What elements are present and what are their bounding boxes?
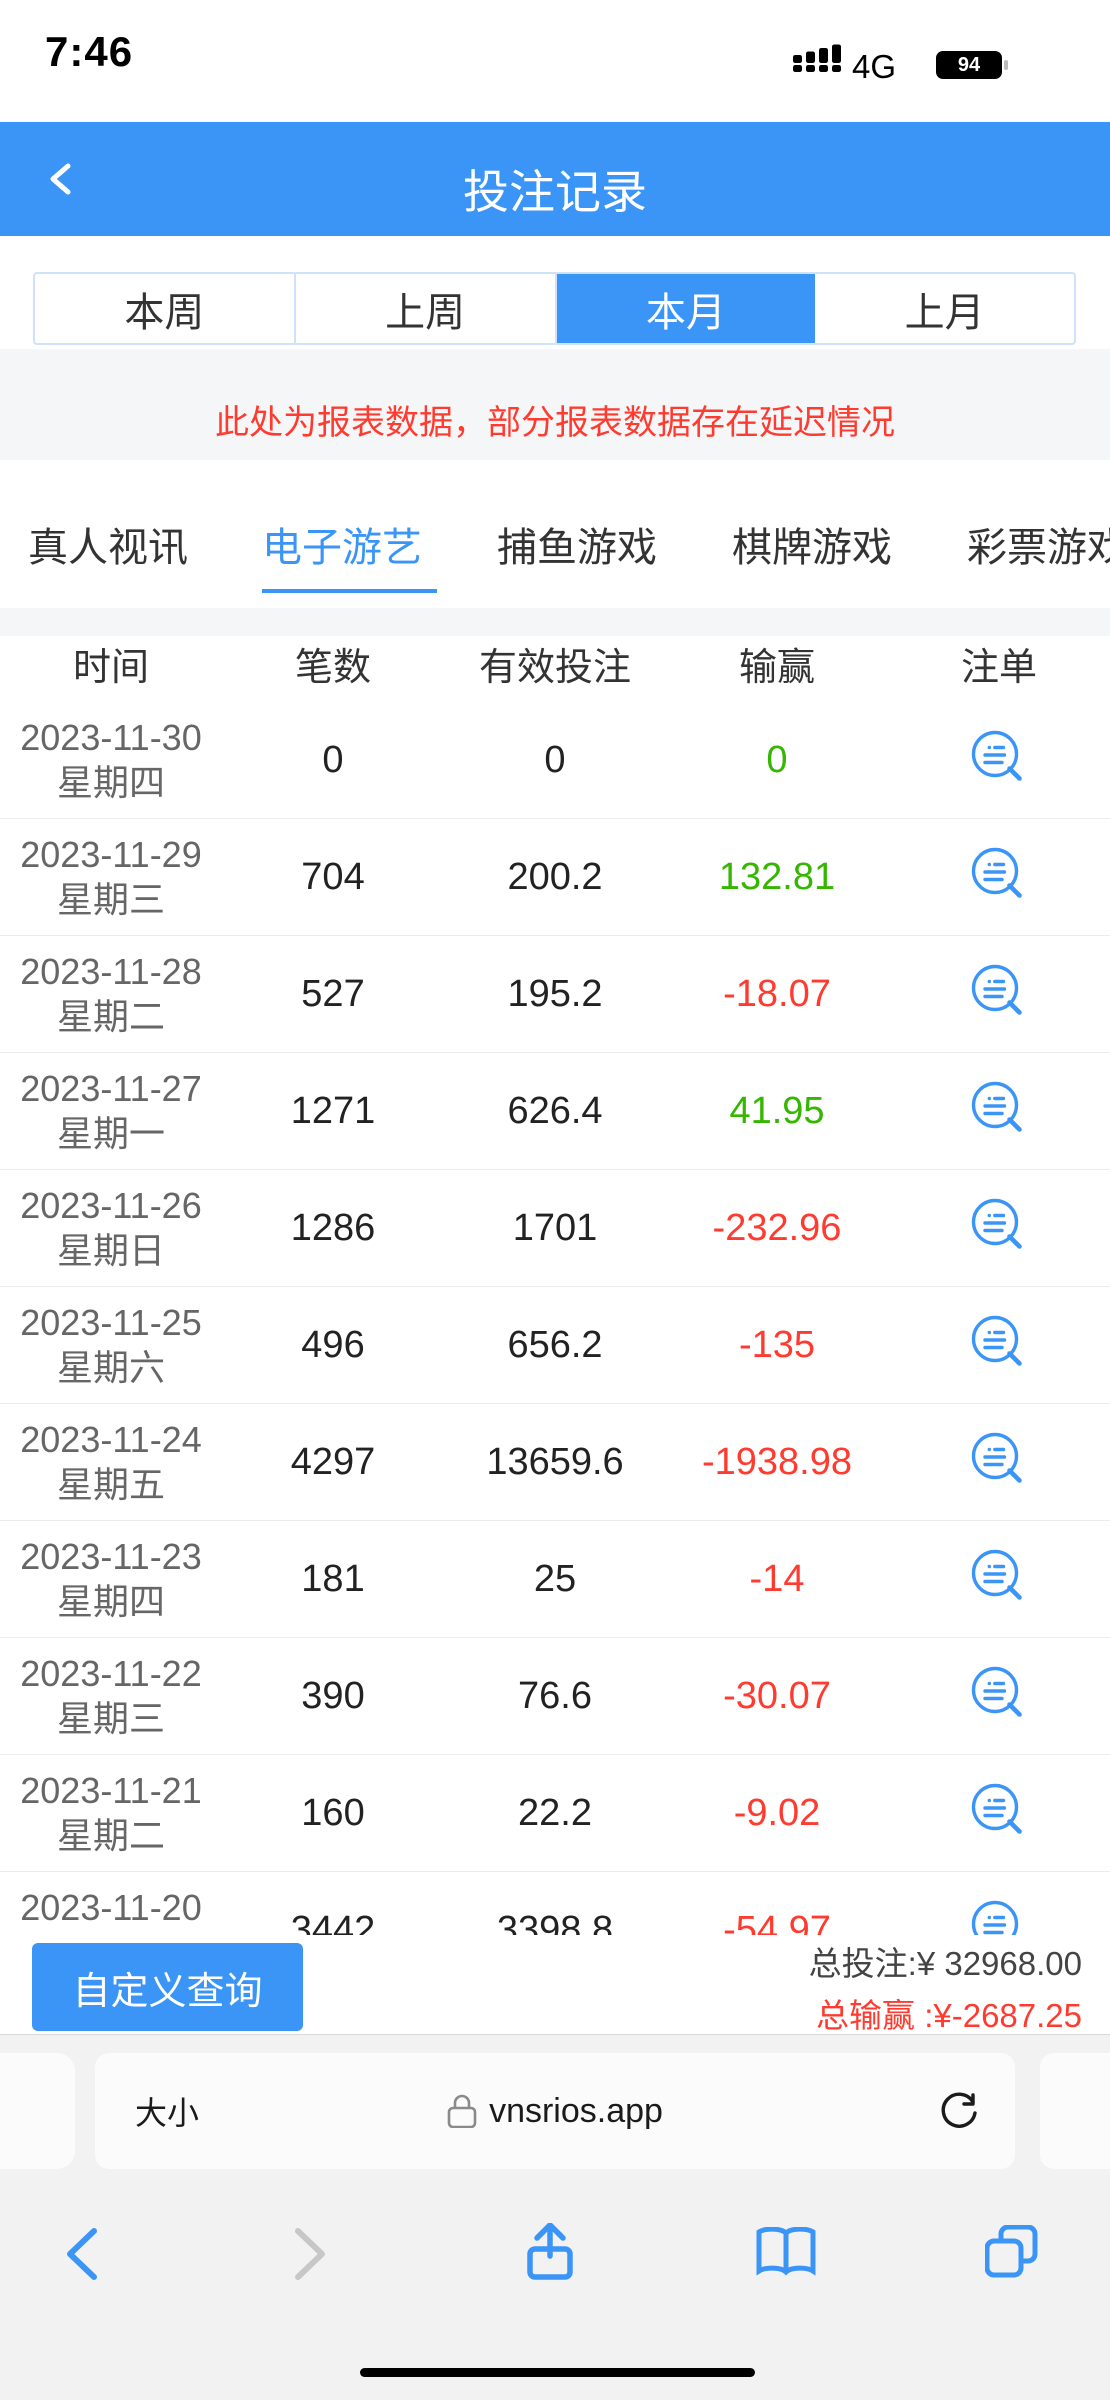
svg-text:94: 94 <box>958 54 981 76</box>
